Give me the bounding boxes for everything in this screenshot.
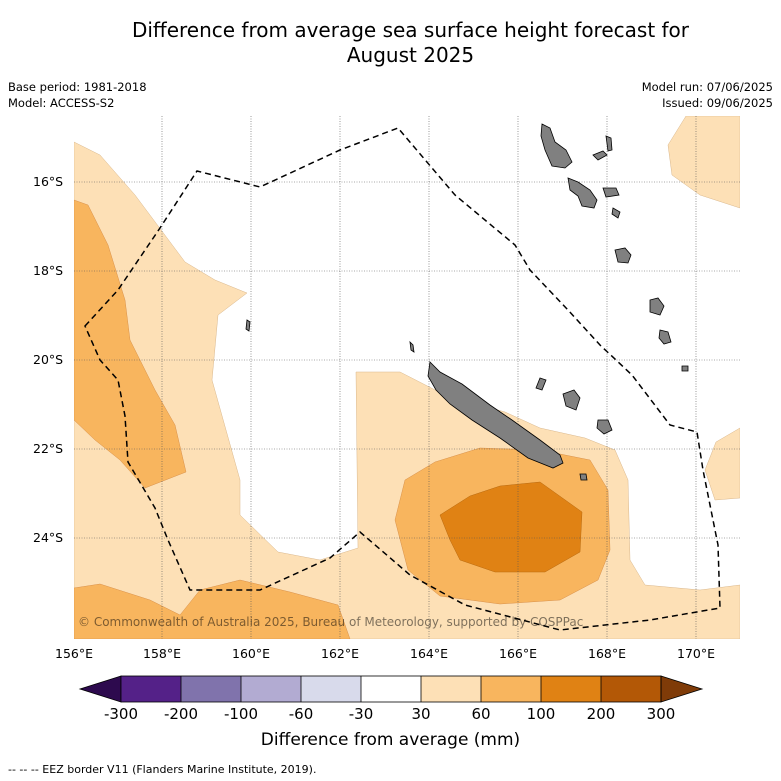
gridlines: [74, 116, 740, 639]
contour-30-60-east: [704, 427, 740, 501]
loyalty-island-3: [535, 377, 547, 391]
vanuatu-malakula: [567, 177, 598, 209]
vanuatu-aneityum: [681, 365, 689, 372]
colorbar-tick-10: 300: [646, 705, 676, 723]
loyalty-island-1: [562, 389, 581, 411]
colorbar-tick-4: -60: [288, 705, 314, 723]
vanuatu-pentecost: [605, 135, 613, 152]
contour-100-200-central: [439, 481, 583, 573]
vanuatu-ambae: [592, 150, 608, 161]
lon-label-158e: 158°E: [142, 646, 182, 661]
new-caledonia-main-island: [427, 361, 564, 469]
vanuatu-ambrym: [602, 187, 620, 198]
lon-label-156e: 156°E: [54, 646, 94, 661]
lat-label-22s: 22°S: [33, 441, 64, 456]
colorbar-tick-2: -200: [163, 705, 199, 723]
lon-label-164e: 164°E: [409, 646, 449, 661]
contour-30-60-northeast: [667, 116, 740, 209]
colorbar-tick-6: 30: [411, 705, 431, 723]
model-text: Model: ACCESS-S2: [8, 96, 115, 110]
colorbar-tick-8: 100: [526, 705, 556, 723]
lat-label-16s: 16°S: [33, 174, 64, 189]
base-period-text: Base period: 1981-2018: [8, 80, 147, 94]
model-run-text: Model run: 07/06/2025: [641, 80, 773, 94]
lon-label-162e: 162°E: [320, 646, 360, 661]
vanuatu-tanna: [658, 329, 672, 345]
title-line-2: August 2025: [346, 43, 475, 67]
isle-of-pines: [579, 473, 588, 481]
contour-60-100-southwest: [74, 579, 351, 639]
colorbar-tick-5: -30: [348, 705, 374, 723]
copyright-text: © Commonwealth of Australia 2025, Bureau…: [78, 615, 583, 629]
eez-border: [84, 127, 721, 631]
vanuatu-epi: [611, 207, 621, 219]
lat-label-18s: 18°S: [33, 263, 64, 278]
lon-label-160e: 160°E: [231, 646, 271, 661]
vanuatu-efate: [614, 247, 632, 264]
title-line-1: Difference from average sea surface heig…: [131, 18, 690, 42]
colorbar-tick-7: 60: [471, 705, 491, 723]
contour-60-100-west: [74, 199, 187, 489]
colorbar-tick-1: -300: [103, 705, 139, 723]
eez-footnote: -- -- -- EEZ border V11 (Flanders Marine…: [8, 763, 317, 776]
lat-label-24s: 24°S: [33, 530, 64, 545]
belep-islands: [409, 340, 415, 353]
meta-right: Model run: 07/06/2025 Issued: 09/06/2025: [642, 79, 773, 111]
colorbar-tick-9: 200: [586, 705, 616, 723]
meta-left: Base period: 1981-2018 Model: ACCESS-S2: [8, 79, 147, 111]
small-islet: [245, 319, 251, 332]
lat-label-20s: 20°S: [33, 352, 64, 367]
issued-text: Issued: 09/06/2025: [662, 96, 773, 110]
lon-label-170e: 170°E: [676, 646, 716, 661]
chart-title: Difference from average sea surface heig…: [0, 18, 781, 68]
vanuatu-erromango: [649, 297, 665, 316]
vanuatu-espiritu-santo: [540, 123, 573, 169]
colorbar-label: Difference from average (mm): [260, 730, 521, 750]
lon-label-166e: 166°E: [498, 646, 538, 661]
lon-label-168e: 168°E: [587, 646, 627, 661]
colorbar-tick-3: -100: [223, 705, 259, 723]
loyalty-island-2: [596, 419, 613, 435]
